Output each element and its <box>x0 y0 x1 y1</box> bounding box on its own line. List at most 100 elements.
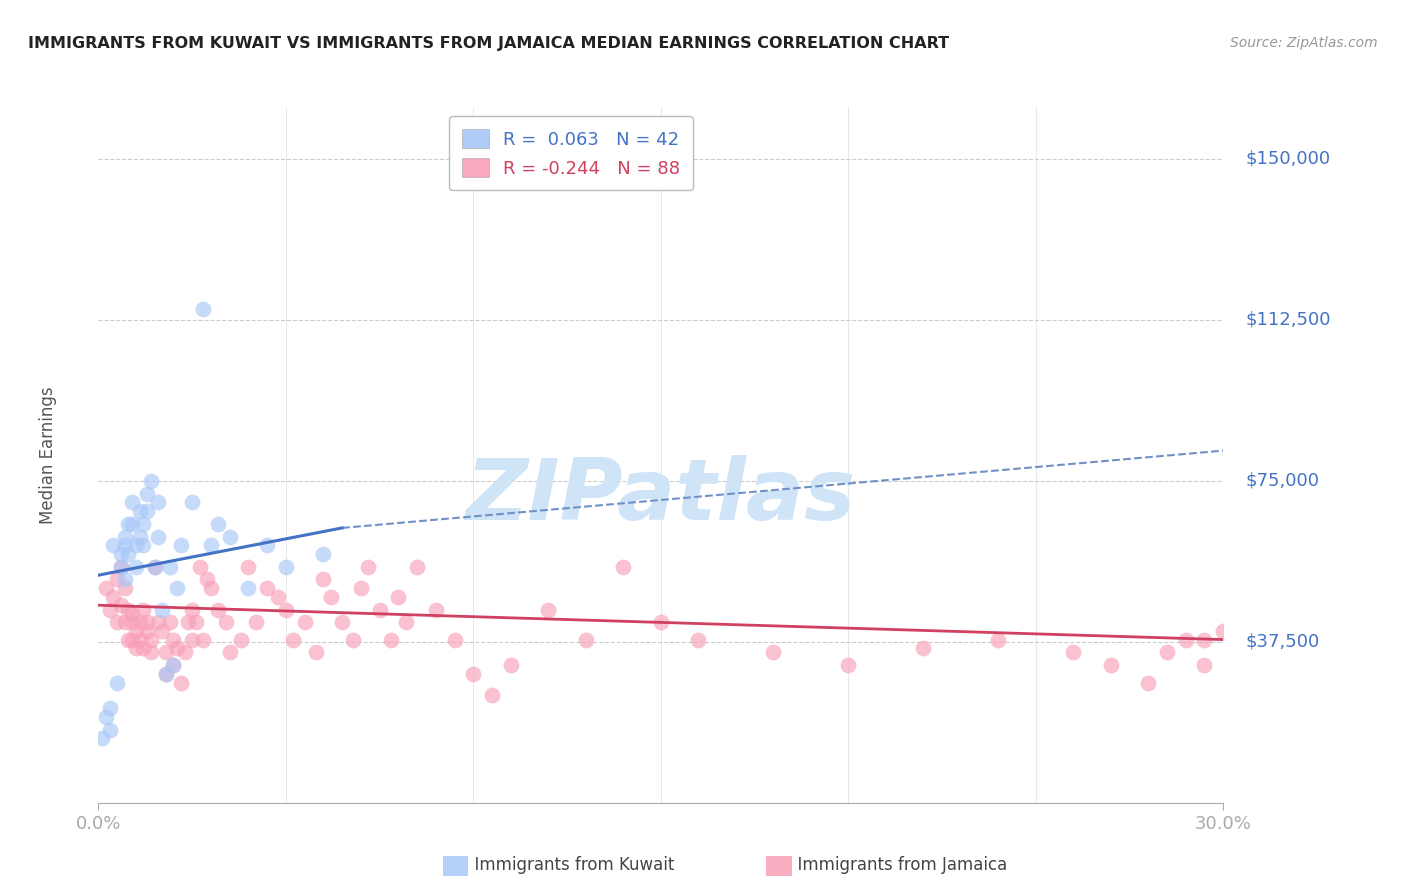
Point <box>274 559 297 574</box>
Point <box>537 602 560 616</box>
Point <box>1194 632 1216 647</box>
Point <box>177 615 200 630</box>
Point <box>1062 645 1084 659</box>
Point <box>330 615 353 630</box>
Point <box>406 559 429 574</box>
Point <box>1156 645 1178 659</box>
Point <box>114 573 136 587</box>
Point <box>114 529 136 543</box>
Point <box>132 538 155 552</box>
Point <box>162 632 184 647</box>
Point <box>200 581 222 595</box>
Point <box>94 710 117 724</box>
Point <box>762 645 785 659</box>
Point <box>132 516 155 531</box>
Point <box>1099 658 1122 673</box>
Text: Source: ZipAtlas.com: Source: ZipAtlas.com <box>1230 36 1378 50</box>
Point <box>166 581 188 595</box>
Point <box>98 701 121 715</box>
Point <box>170 675 193 690</box>
Point <box>238 581 260 595</box>
Point <box>148 529 170 543</box>
Text: Immigrants from Kuwait: Immigrants from Kuwait <box>464 856 675 874</box>
Point <box>283 632 305 647</box>
Point <box>139 632 162 647</box>
Point <box>499 658 522 673</box>
Text: Median Earnings: Median Earnings <box>39 386 56 524</box>
Point <box>267 590 290 604</box>
Point <box>121 615 143 630</box>
Point <box>207 516 229 531</box>
Point <box>193 301 215 316</box>
Text: $150,000: $150,000 <box>1246 150 1331 168</box>
Point <box>218 529 240 543</box>
Point <box>218 645 240 659</box>
Point <box>181 602 204 616</box>
Point <box>312 573 335 587</box>
Text: $37,500: $37,500 <box>1246 632 1320 651</box>
Point <box>612 559 634 574</box>
Point <box>200 538 222 552</box>
Point <box>481 689 503 703</box>
Point <box>166 641 188 656</box>
Point <box>94 581 117 595</box>
Point <box>155 667 177 681</box>
Point <box>117 632 139 647</box>
Point <box>159 559 181 574</box>
Point <box>125 641 148 656</box>
Legend: R =  0.063   N = 42, R = -0.244   N = 88: R = 0.063 N = 42, R = -0.244 N = 88 <box>449 116 693 190</box>
Point <box>121 516 143 531</box>
Point <box>110 547 132 561</box>
Point <box>114 538 136 552</box>
Point <box>117 602 139 616</box>
Point <box>150 624 173 638</box>
Point <box>229 632 252 647</box>
Point <box>128 529 150 543</box>
Text: Immigrants from Jamaica: Immigrants from Jamaica <box>787 856 1008 874</box>
Text: $75,000: $75,000 <box>1246 472 1320 490</box>
Point <box>184 615 207 630</box>
Point <box>136 624 159 638</box>
Point <box>132 602 155 616</box>
Point <box>162 658 184 673</box>
Point <box>1137 675 1160 690</box>
Point <box>114 615 136 630</box>
Point <box>105 573 128 587</box>
Point <box>91 731 114 746</box>
Point <box>125 624 148 638</box>
Point <box>139 645 162 659</box>
Point <box>121 495 143 509</box>
Point <box>155 667 177 681</box>
Point <box>256 581 278 595</box>
Point <box>128 504 150 518</box>
Point <box>912 641 935 656</box>
Point <box>380 632 402 647</box>
Point <box>150 602 173 616</box>
Point <box>148 495 170 509</box>
Point <box>357 559 380 574</box>
Point <box>193 632 215 647</box>
Point <box>1194 658 1216 673</box>
Point <box>987 632 1010 647</box>
Point <box>207 602 229 616</box>
Point <box>575 632 598 647</box>
Point <box>181 495 204 509</box>
Point <box>188 559 211 574</box>
Point <box>117 516 139 531</box>
Point <box>256 538 278 552</box>
Text: ZIPatlas: ZIPatlas <box>465 455 856 538</box>
Point <box>110 559 132 574</box>
Text: IMMIGRANTS FROM KUWAIT VS IMMIGRANTS FROM JAMAICA MEDIAN EARNINGS CORRELATION CH: IMMIGRANTS FROM KUWAIT VS IMMIGRANTS FRO… <box>28 36 949 51</box>
Point <box>425 602 447 616</box>
Point <box>837 658 859 673</box>
Point <box>103 538 125 552</box>
Point <box>159 615 181 630</box>
Point <box>238 559 260 574</box>
Point <box>136 486 159 500</box>
Point <box>342 632 364 647</box>
Point <box>170 538 193 552</box>
Point <box>125 538 148 552</box>
Point <box>395 615 418 630</box>
Point <box>128 632 150 647</box>
Point <box>143 559 166 574</box>
